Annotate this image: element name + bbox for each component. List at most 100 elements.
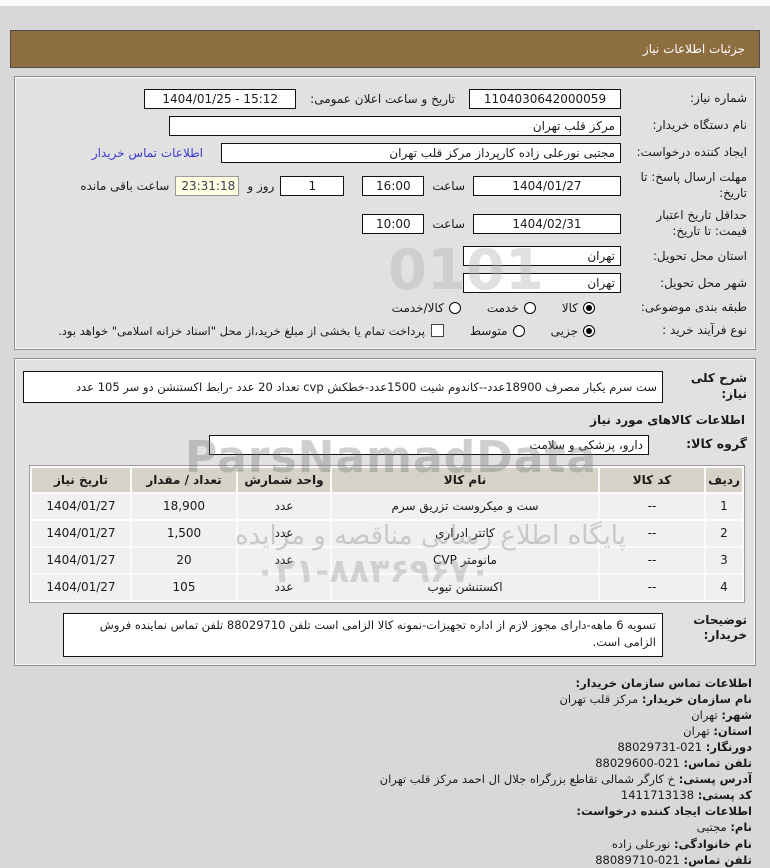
requester-field[interactable]: مجتبی نورعلی زاده کارپرداز مرکز قلب تهرا… [221, 143, 621, 163]
radio-unselected-icon [523, 302, 536, 315]
footer-section-heading: اطلاعات تماس سازمان خریدار: [575, 675, 752, 690]
cell-unit: عدد [238, 520, 330, 546]
buyer-org-field[interactable]: مرکز قلب تهران [169, 116, 621, 136]
radio-goods-service-label: کالا/خدمت [391, 301, 444, 316]
goods-panel: شرح کلی نیاز: ست سرم یکبار مصرف 18900عدد… [14, 357, 756, 666]
row-buyer-notes: توضیحات خریدار: تسویه 6 ماهه-دارای مجوز … [23, 612, 747, 657]
footer-line: دورنگار: 88029731-021 [617, 739, 752, 754]
radio-service[interactable]: خدمت [487, 301, 536, 315]
goods-group-field[interactable]: دارو، پزشکی و سلامت [209, 434, 649, 455]
col-item-code: کد کالا [600, 467, 704, 492]
cell-item-name: کاتتر ادراری [332, 520, 598, 546]
footer-line: استان: تهران [683, 723, 752, 738]
announce-label: تاریخ و ساعت اعلان عمومی: [310, 92, 455, 106]
cell-quantity: 18,900 [132, 493, 236, 519]
cell-item-code: -- [600, 547, 704, 573]
remaining-days-field[interactable]: 1 [280, 175, 345, 196]
price-validity-label: حداقل تاریخ اعتبار قیمت: تا تاریخ: [656, 208, 747, 238]
footer-line: نام: مجتبی [696, 820, 752, 835]
footer-line: تلفن تماس: 88029600-021 [595, 756, 752, 771]
row-price-validity: حداقل تاریخ اعتبار قیمت: تا تاریخ: 1404/… [23, 208, 747, 239]
row-buyer-org: نام دستگاه خریدار: مرکز قلب تهران [23, 116, 747, 136]
cell-unit: عدد [238, 574, 330, 600]
requester-label: ایجاد کننده درخواست: [636, 145, 747, 160]
reply-deadline-label: مهلت ارسال پاسخ: تا تاریخ: [640, 170, 747, 200]
table-row: 2 -- کاتتر ادراری عدد 1,500 1404/01/27 [32, 520, 742, 546]
remaining-days-label: روز و [247, 178, 275, 193]
cell-need-date: 1404/01/27 [32, 547, 130, 573]
purchase-process-label: نوع فرآیند خرید : [662, 322, 747, 337]
cell-item-code: -- [600, 520, 704, 546]
cell-need-date: 1404/01/27 [32, 493, 130, 519]
top-strip [0, 0, 770, 6]
delivery-city-label: شهر محل تحویل: [660, 275, 747, 290]
radio-unselected-icon [512, 324, 525, 337]
reply-deadline-date-field[interactable]: 1404/01/27 [473, 175, 621, 196]
goods-table: ردیف کد کالا نام کالا واحد شمارش تعداد /… [29, 464, 745, 603]
need-number-field[interactable]: 1104030642000059 [469, 89, 621, 109]
cell-item-code: -- [600, 574, 704, 600]
row-delivery-city: شهر محل تحویل: تهران [23, 273, 747, 294]
footer-line: آدرس پستی: خ کارگر شمالی تقاطع بزرگراه ج… [379, 772, 752, 787]
table-row: 4 -- اکستنشن تیوب عدد 105 1404/01/27 [32, 574, 742, 600]
table-row: 3 -- مانومتر CVP عدد 20 1404/01/27 [32, 547, 742, 573]
reply-deadline-time-field[interactable]: 16:00 [362, 175, 425, 196]
radio-goods[interactable]: کالا [562, 301, 595, 315]
radio-selected-icon [583, 324, 595, 337]
need-info-panel: شماره نیاز: 1104030642000059 تاریخ و ساع… [14, 76, 756, 350]
treasury-docs-checkbox-label: پرداخت تمام یا بخشی از مبلغ خرید،از محل … [58, 323, 425, 338]
row-purchase-process: نوع فرآیند خرید : جزیی متوسط پرداخت تمام… [23, 323, 747, 339]
delivery-province-label: استان محل تحویل: [652, 248, 747, 263]
treasury-docs-checkbox-option[interactable]: پرداخت تمام یا بخشی از مبلغ خرید،از محل … [58, 324, 444, 338]
need-description-field[interactable]: ست سرم یکبار مصرف 18900عدد--کاندوم شیت 1… [23, 370, 663, 403]
announce-datetime-field[interactable]: 1404/01/25 - 15:12 [144, 89, 297, 109]
cell-item-name: اکستنشن تیوب [332, 574, 598, 600]
row-requester: ایجاد کننده درخواست: مجتبی نورعلی زاده ک… [23, 143, 747, 163]
radio-selected-icon [583, 302, 595, 315]
col-item-name: نام کالا [332, 467, 598, 492]
buyer-contact-link[interactable]: اطلاعات تماس خریدار [91, 146, 203, 160]
cell-item-name: مانومتر CVP [332, 547, 598, 573]
row-goods-group: گروه کالا: دارو، پزشکی و سلامت [23, 434, 747, 455]
cell-quantity: 105 [132, 574, 236, 600]
cell-row-number: 3 [706, 547, 742, 573]
row-need-number: شماره نیاز: 1104030642000059 تاریخ و ساع… [23, 89, 747, 109]
delivery-province-field[interactable]: تهران [463, 246, 621, 267]
contact-info-footer: اطلاعات تماس سازمان خریدار: نام سازمان خ… [18, 675, 752, 868]
countdown-timer: 23:31:18 [175, 175, 240, 196]
price-validity-date-field[interactable]: 1404/02/31 [473, 213, 621, 234]
footer-line: نام خانوادگی: نورعلی زاده [611, 836, 752, 851]
need-number-label: شماره نیاز: [690, 91, 747, 106]
page-title-bar: جزئیات اطلاعات نیاز [10, 30, 760, 68]
radio-service-label: خدمت [486, 301, 519, 316]
cell-need-date: 1404/01/27 [32, 520, 130, 546]
buyer-notes-label: توضیحات خریدار: [693, 612, 747, 643]
radio-medium[interactable]: متوسط [470, 324, 525, 338]
cell-quantity: 20 [132, 547, 236, 573]
cell-row-number: 2 [706, 520, 742, 546]
buyer-org-label: نام دستگاه خریدار: [652, 118, 748, 133]
footer-line: شهر: تهران [691, 707, 752, 722]
cell-item-code: -- [600, 493, 704, 519]
goods-section-heading: اطلاعات کالاهای مورد نیاز [590, 412, 745, 427]
radio-medium-label: متوسط [469, 323, 508, 338]
delivery-city-field[interactable]: تهران [463, 273, 621, 294]
radio-unselected-icon [448, 302, 461, 315]
row-subject-category: طبقه بندی موضوعی: کالا خدمت کالا/خدمت [23, 300, 747, 316]
checkbox-unchecked-icon [430, 324, 444, 338]
col-quantity: تعداد / مقدار [132, 467, 236, 492]
page-title: جزئیات اطلاعات نیاز [642, 42, 745, 56]
cell-row-number: 1 [706, 493, 742, 519]
radio-minor-label: جزیی [550, 323, 578, 338]
goods-group-label: گروه کالا: [686, 436, 747, 452]
col-row-number: ردیف [706, 467, 742, 492]
radio-minor[interactable]: جزیی [551, 324, 595, 338]
subject-category-label: طبقه بندی موضوعی: [640, 300, 747, 315]
row-need-description: شرح کلی نیاز: ست سرم یکبار مصرف 18900عدد… [23, 370, 747, 403]
price-validity-time-field[interactable]: 10:00 [362, 213, 425, 234]
cell-item-name: ست و میکروست تزریق سرم [332, 493, 598, 519]
radio-goods-service[interactable]: کالا/خدمت [392, 301, 461, 315]
footer-line: کد پستی: 1411713138 [620, 788, 752, 803]
buyer-notes-field[interactable]: تسویه 6 ماهه-دارای مجوز لازم از اداره تج… [63, 612, 663, 657]
